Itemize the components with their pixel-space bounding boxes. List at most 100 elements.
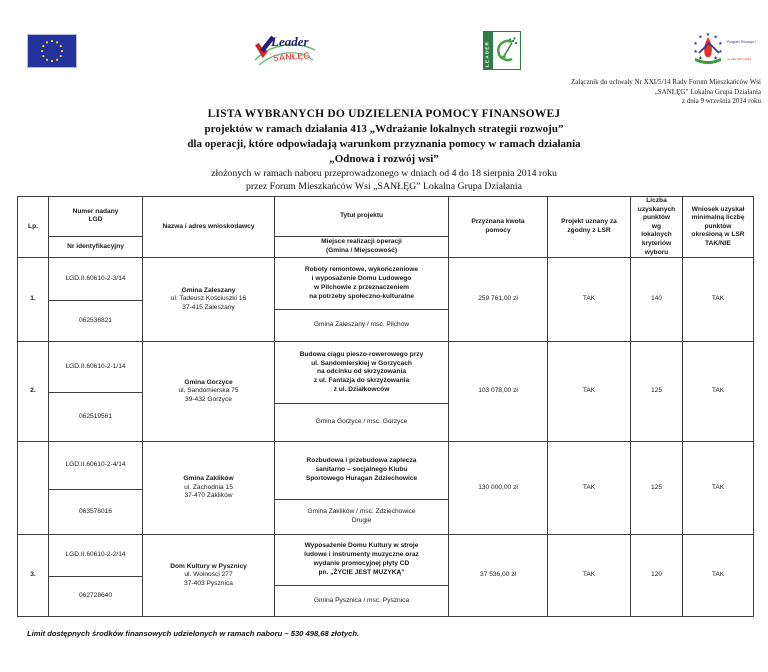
cell-wniosek: TAK — [682, 341, 754, 443]
header-nr-id-label: Nr identyfikacyjny — [67, 242, 124, 250]
attachment-line-2: „SANŁĘG” Lokalna Grupa Działania — [654, 87, 761, 96]
project-location: Gmina Gorzyce / msc. Gorzyce — [315, 418, 408, 426]
cell-zgodny: TAK — [547, 441, 631, 536]
leader-text: Leader — [270, 34, 309, 49]
leader-axis-logo-icon: LEADER — [483, 31, 521, 75]
svg-text:★: ★ — [693, 49, 698, 55]
applicant-name: Dom Kultury w Pysznicy — [170, 562, 247, 570]
svg-text:★: ★ — [718, 41, 723, 47]
table-row: 2. LGD.II.60610-2-1/14 062519561 Gmina G… — [17, 341, 754, 443]
cell-numer-value: LGD.II.60610-2-3/14 — [49, 259, 142, 302]
cell-punkty: 125 — [630, 341, 683, 443]
header-wniosek: Wniosek uzyskał minimalną liczbę punktów… — [682, 195, 754, 259]
cell-punkty: 140 — [630, 257, 683, 343]
table-row: 3. LGD.II.60610-2-2/14 062728640 Dom Kul… — [17, 534, 754, 618]
cell-numer-value: LGD.II.60610-2-4/14 — [49, 443, 142, 490]
cell-tytul: Budowa ciągu pieszo-rowerowego przy ul. … — [274, 341, 449, 443]
attachment-note: Załącznik do uchwały Nr XXI/5/14 Rady Fo… — [571, 78, 761, 107]
cell-punkty: 125 — [630, 441, 683, 536]
project-location: Gmina Zaklików / msc. Zdziechowice Drugi… — [307, 508, 416, 525]
leader-sanleg-logo-icon: Leader SANŁĘG — [251, 30, 319, 77]
sanleg-text: SANŁĘG — [272, 50, 310, 63]
project-title: Roboty remontowe, wykończeniowe i wyposa… — [275, 259, 448, 311]
applicant-address: ul. Tadeusz Kościuszki 16 37-415 Zalesza… — [170, 295, 247, 311]
table-header-row: Lp. Numer nadany LGD Nr identyfikacyjny … — [17, 195, 754, 259]
projects-table: Lp. Numer nadany LGD Nr identyfikacyjny … — [17, 195, 754, 618]
cell-tytul: Roboty remontowe, wykończeniowe i wyposa… — [274, 257, 449, 343]
title-line-1: LISTA WYBRANYCH DO UDZIELENIA POMOCY FIN… — [207, 108, 561, 120]
title-line-6: przez Forum Mieszkańców Wsi „SANŁĘG” Lok… — [246, 181, 522, 192]
document-title: LISTA WYBRANYCH DO UDZIELENIA POMOCY FIN… — [0, 107, 768, 193]
cell-kwota: 37 536,00 zł — [448, 534, 548, 618]
svg-text:★: ★ — [713, 35, 718, 41]
cell-lp: 2. — [17, 341, 49, 443]
title-line-4: „Odnowa i rozwój wsi” — [329, 153, 439, 165]
title-line-2: projektów w ramach działania 413 „Wdraża… — [204, 123, 564, 135]
cell-numer-lgd: LGD.II.60610-2-2/14 062728640 — [48, 534, 143, 618]
applicant-name: Gmina Zaklików — [183, 475, 234, 483]
project-title: Rozbudowa i przebudowa zaplecza sanitarn… — [275, 443, 448, 500]
header-zgodny: Projekt uznany za zgodny z LSR — [547, 195, 631, 259]
svg-text:★: ★ — [706, 32, 711, 38]
svg-text:★: ★ — [693, 41, 698, 47]
cell-lp: 1. — [17, 257, 49, 343]
applicant-address: ul. Wolności 277 37-403 Pysznica — [184, 571, 233, 587]
project-title: Wyposażenie Domu Kultury w stroje ludowe… — [275, 536, 448, 587]
table-row: 1. LGD.II.60610-2-3/14 062536821 Gmina Z… — [17, 257, 754, 343]
project-location: Gmina Zaleszany / msc. Pilchów — [313, 321, 410, 329]
cell-lp — [17, 441, 49, 536]
cell-nr-id-value: 063576016 — [78, 507, 112, 515]
applicant-name: Gmina Zaleszany — [181, 286, 236, 294]
cell-wniosek: TAK — [682, 534, 754, 618]
leader-axis-text: LEADER — [485, 41, 490, 67]
eu-flag-icon — [27, 34, 77, 73]
cell-zgodny: TAK — [547, 257, 631, 343]
cell-zgodny: TAK — [547, 341, 631, 443]
header-lp: Lp. — [17, 195, 49, 259]
cell-nr-id-value: 062536821 — [78, 316, 112, 324]
cell-wniosek: TAK — [682, 441, 754, 536]
cell-nazwa: Gmina Zaklików ul. Zachodnia 15 37-470 Z… — [142, 441, 275, 536]
header-numer-lgd: Numer nadany LGD Nr identyfikacyjny — [48, 195, 143, 259]
svg-text:★: ★ — [698, 56, 703, 62]
header-kwota: Przyznana kwota pomocy — [448, 195, 548, 259]
cell-nr-id-value: 062519561 — [78, 412, 112, 420]
table-row: LGD.II.60610-2-4/14 063576016 Gmina Zakl… — [17, 441, 754, 536]
header-nazwa: Nazwa i adres wnioskodawcy — [142, 195, 275, 259]
title-line-5: złożonych w ramach naboru przeprowadzone… — [211, 168, 557, 179]
project-title: Budowa ciągu pieszo-rowerowego przy ul. … — [275, 343, 448, 405]
attachment-line-1: Załącznik do uchwały Nr XXI/5/14 Rady Fo… — [571, 78, 761, 86]
svg-text:★: ★ — [718, 49, 723, 55]
cell-tytul: Rozbudowa i przebudowa zaplecza sanitarn… — [274, 441, 449, 536]
applicant-name: Gmina Gorzyce — [184, 378, 233, 386]
title-line-3: dla operacji, które odpowiadają warunkom… — [187, 138, 581, 150]
limit-note: Limit dostępnych środków finansowych udz… — [27, 629, 360, 638]
cell-nazwa: Dom Kultury w Pysznicy ul. Wolności 277 … — [142, 534, 275, 618]
svg-text:★: ★ — [713, 56, 718, 62]
cell-numer-value: LGD.II.60610-2-2/14 — [49, 536, 142, 578]
cell-lp: 3. — [17, 534, 49, 618]
prow-logo-icon: ★★★ ★★ ★★★ ★ Program Rozwoju Obszarów Wi… — [680, 30, 768, 77]
applicant-address: ul. Sandomierska 75 39-432 Gorzyce — [178, 387, 239, 403]
header-tytul: Tytuł projektu Miejsce realizacji operac… — [274, 195, 449, 259]
cell-numer-lgd: LGD.II.60610-2-4/14 063576016 — [48, 441, 143, 536]
cell-numer-lgd: LGD.II.60610-2-3/14 062536821 — [48, 257, 143, 343]
header-numer-lgd-label: Numer nadany LGD — [49, 198, 142, 237]
cell-punkty: 120 — [630, 534, 683, 618]
cell-numer-value: LGD.II.60610-2-1/14 — [49, 343, 142, 394]
cell-kwota: 103 078,00 zł — [448, 341, 548, 443]
cell-tytul: Wyposażenie Domu Kultury w stroje ludowe… — [274, 534, 449, 618]
svg-text:★: ★ — [698, 35, 703, 41]
header-miejsce-label: Miejsce realizacji operacji (Gmina / Mie… — [321, 238, 402, 254]
cell-kwota: 130 000,00 zł — [448, 441, 548, 536]
header-tytul-label: Tytuł projektu — [275, 198, 448, 237]
cell-zgodny: TAK — [547, 534, 631, 618]
header-punkty: Liczba uzyskanych punktów wg lokalnych k… — [630, 195, 683, 259]
cell-nr-id-value: 062728640 — [78, 592, 112, 600]
applicant-address: ul. Zachodnia 15 37-470 Zaklików — [184, 483, 233, 500]
cell-wniosek: TAK — [682, 257, 754, 343]
cell-nazwa: Gmina Zaleszany ul. Tadeusz Kościuszki 1… — [142, 257, 275, 343]
prow-years-text: na lata 2007-2013 — [727, 57, 752, 61]
cell-kwota: 259 761,00 zł — [448, 257, 548, 343]
